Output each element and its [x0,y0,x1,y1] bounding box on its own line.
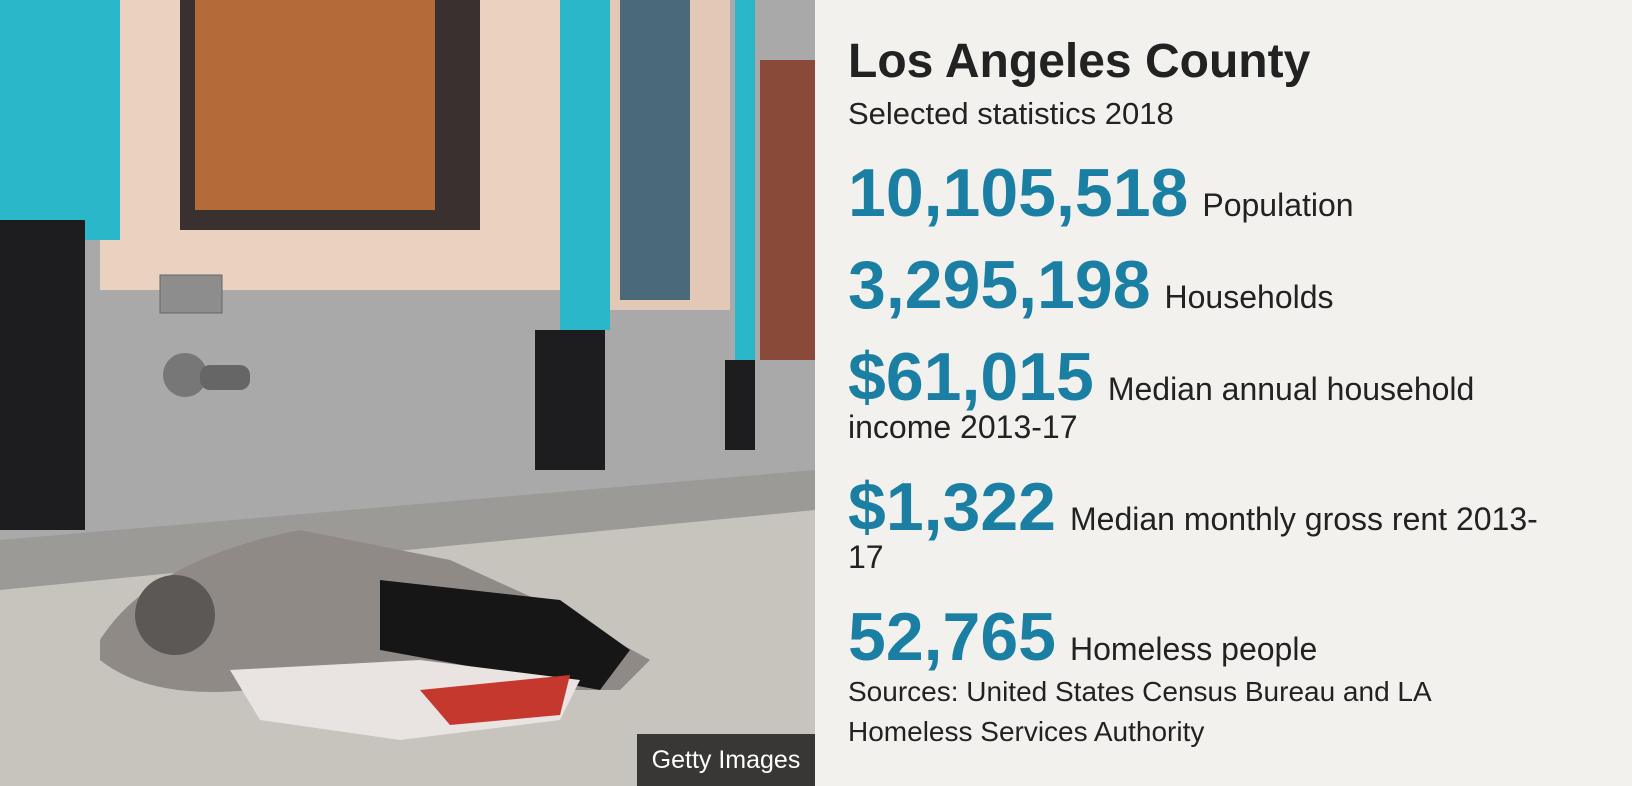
photo-credit: Getty Images [637,734,815,786]
stat-label: Median monthly gross rent 2013-17 [848,501,1538,575]
stat: 3,295,198 Households [848,224,1568,319]
stat: $61,015 Median annual household income 20… [848,316,1568,446]
stat-label: Households [1164,279,1334,315]
subtitle: Selected statistics 2018 [848,96,1174,131]
stat: $1,322 Median monthly gross rent 2013-17 [848,446,1568,576]
stat-value: 3,295,198 [848,247,1151,323]
sources: Sources: United States Census Bureau and… [848,676,1431,747]
stat-label: Homeless people [1069,631,1318,667]
stats-list: 10,105,518 Population 3,295,198 Households $… [848,134,1568,671]
title: Los Angeles County [848,35,1311,88]
stat-label: Population [1202,187,1354,223]
photo [0,0,815,786]
stats-panel: Los Angeles County Selected statistics 2… [848,30,1568,671]
stat-value: $1,322 [848,469,1056,545]
stat: 10,105,518 Population [848,134,1568,227]
stat-value: 10,105,518 [848,155,1189,231]
stat-label: Median annual household income 2013-17 [848,371,1475,445]
stat-value: 52,765 [848,599,1056,675]
stat-value: $61,015 [848,339,1094,415]
stat: 52,765 Homeless people [848,576,1568,671]
